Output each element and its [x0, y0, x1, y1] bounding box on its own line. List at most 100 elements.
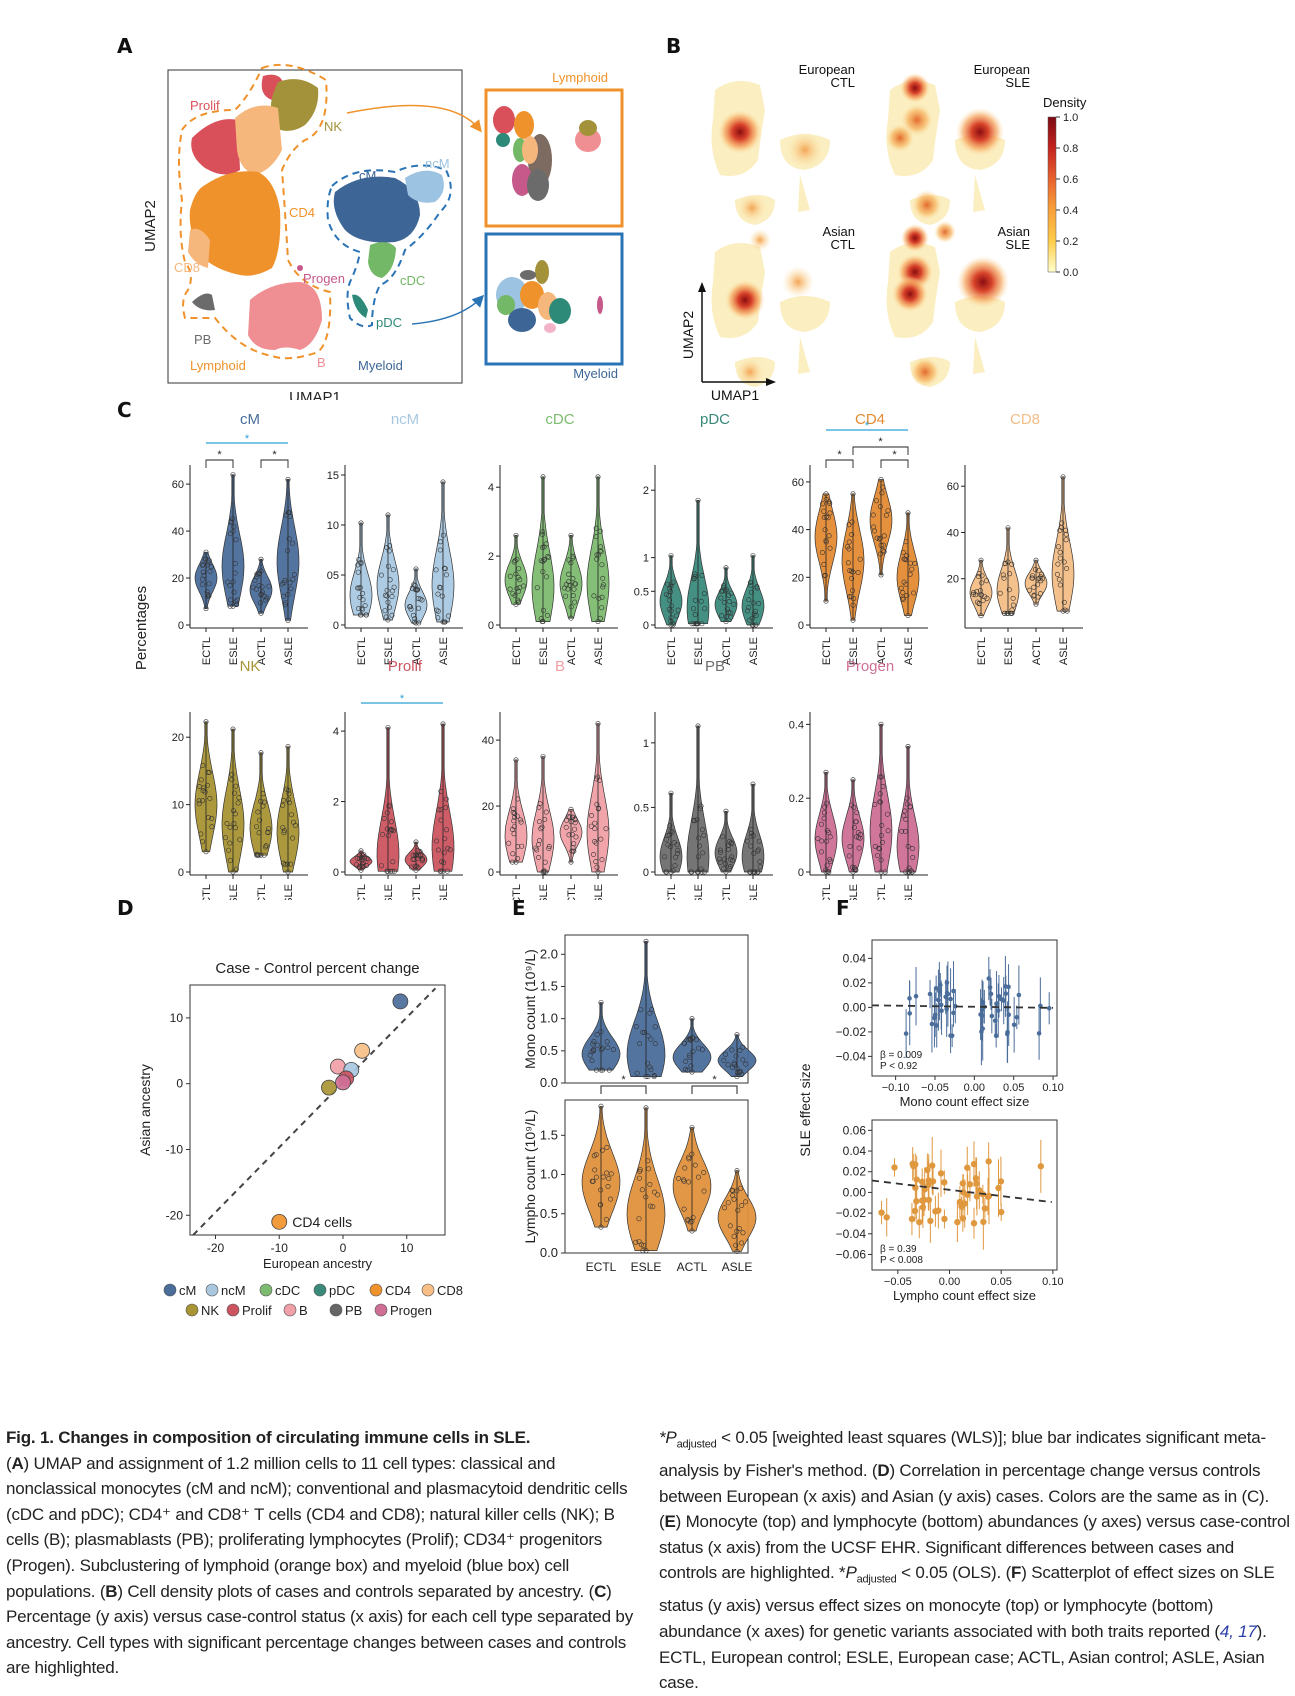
data-point	[879, 822, 885, 828]
data-point	[823, 769, 829, 775]
plot-frame	[564, 1099, 749, 1254]
data-point	[384, 545, 390, 551]
data-point	[818, 821, 824, 827]
data-point	[756, 838, 762, 844]
y-tick-label: 0.00	[843, 1000, 867, 1014]
data-point	[884, 811, 890, 817]
data-point	[907, 804, 913, 810]
data-point	[719, 613, 725, 619]
y-tick-label: 0	[176, 1077, 183, 1091]
data-point	[722, 1205, 728, 1211]
data-point	[259, 589, 265, 595]
legend-swatch-cm	[163, 1283, 177, 1297]
data-point	[847, 844, 853, 850]
significance-star: *	[712, 1074, 717, 1086]
data-point	[726, 842, 732, 848]
data-point	[753, 622, 759, 628]
arrow-right-icon	[766, 378, 776, 386]
data-point	[434, 838, 440, 844]
legend-label-ncm: ncM	[221, 1283, 246, 1298]
data-point	[908, 868, 914, 874]
data-point	[603, 1216, 609, 1222]
data-point	[510, 851, 516, 857]
panel-b-density: European CTL European SLE Asian CTL Asia…	[680, 62, 1087, 403]
data-point	[592, 1167, 598, 1173]
data-point	[1033, 601, 1039, 607]
data-point	[359, 607, 365, 613]
cluster-pdc	[352, 294, 368, 318]
density-european-sle	[886, 73, 1005, 225]
x-tick-label: 10	[400, 1241, 414, 1255]
data-point	[511, 818, 517, 824]
data-point	[1057, 528, 1063, 534]
data-point	[536, 855, 542, 861]
y-tick-label: 20	[172, 573, 184, 585]
data-point	[604, 1170, 610, 1176]
data-point	[822, 527, 828, 533]
data-point	[603, 826, 609, 832]
data-point	[668, 584, 674, 590]
data-point	[696, 835, 702, 841]
data-point	[640, 1248, 646, 1254]
data-point	[674, 850, 680, 856]
data-point	[517, 817, 523, 823]
data-point	[878, 857, 884, 863]
data-point	[256, 583, 262, 589]
data-point	[718, 595, 724, 601]
data-point	[568, 604, 574, 610]
x-tick-label: ACTL	[1031, 637, 1043, 665]
variant-point	[981, 1205, 989, 1212]
data-point	[907, 571, 913, 577]
data-point	[283, 512, 289, 518]
variant-point	[891, 1164, 898, 1171]
data-point	[440, 619, 446, 625]
variant-point	[927, 1217, 934, 1225]
y-tick-label: 1.5	[540, 1127, 558, 1142]
data-point	[879, 774, 885, 780]
x-tick-label: ESLE	[538, 884, 550, 900]
identity-line	[192, 987, 437, 1236]
data-point	[568, 560, 574, 566]
data-point	[541, 557, 547, 563]
x-tick-label: ACTL	[721, 884, 733, 900]
data-point	[1061, 599, 1067, 605]
data-point	[205, 815, 211, 821]
data-point	[1055, 561, 1061, 567]
data-point	[257, 817, 263, 823]
f-subplot-0: −0.04 −0.02 0.00 0.02 0.04 −0.10 −0.05 0.00 0.05…	[836, 939, 1064, 1109]
data-point	[234, 597, 240, 603]
significance-bracket	[825, 459, 854, 468]
variant-point	[1037, 1163, 1045, 1170]
data-point	[440, 532, 446, 538]
y-tick-label: 0	[798, 867, 804, 879]
data-point	[695, 869, 701, 875]
data-point	[637, 1169, 643, 1175]
data-point	[258, 592, 264, 598]
data-point	[546, 846, 552, 852]
subplot-title: cDC	[545, 411, 574, 428]
data-point	[573, 834, 579, 840]
data-point	[978, 613, 984, 619]
y-tick-label: 1.5	[540, 978, 558, 993]
data-point	[285, 744, 291, 750]
data-point	[673, 854, 679, 860]
data-point	[848, 568, 854, 574]
data-point	[675, 847, 681, 853]
data-point	[734, 1228, 740, 1234]
data-point	[823, 598, 829, 604]
y-tick-label: 40	[947, 527, 959, 539]
data-point	[354, 856, 360, 862]
data-point	[411, 582, 417, 588]
x-tick-label: ECTL	[976, 637, 988, 665]
data-point	[846, 539, 852, 545]
data-point	[600, 1174, 606, 1180]
colorbar-ticks: 1.0 0.8 0.6 0.4 0.2 0.0	[1056, 112, 1078, 279]
data-point	[689, 1124, 695, 1130]
data-point	[570, 845, 576, 851]
data-point	[606, 1176, 612, 1182]
data-point	[827, 834, 833, 840]
data-point	[696, 1174, 702, 1180]
